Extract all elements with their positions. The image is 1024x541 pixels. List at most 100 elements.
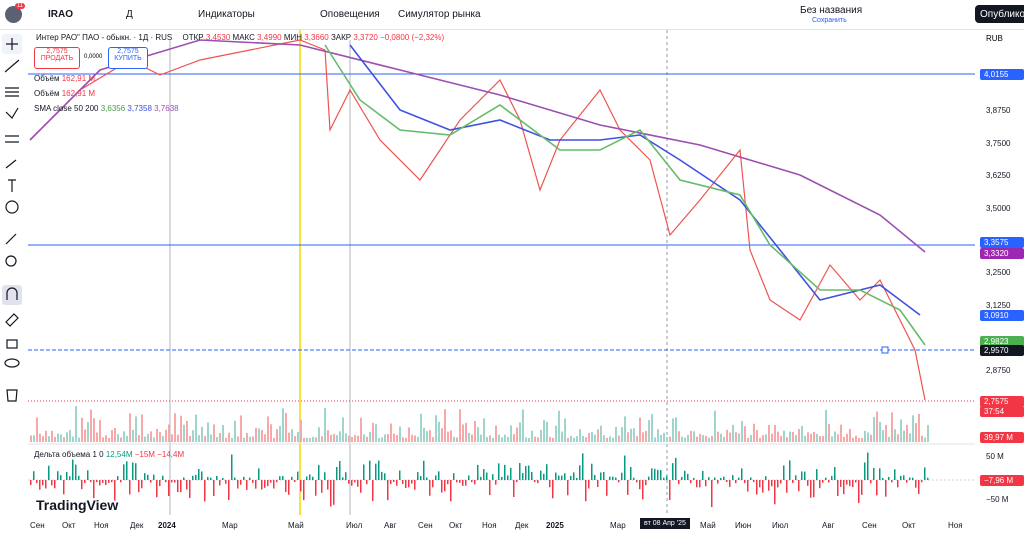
avatar[interactable] (5, 6, 22, 23)
zoom-tool[interactable] (5, 255, 17, 267)
volume-bar (384, 434, 386, 442)
volume-bar (621, 427, 623, 442)
brush-tool[interactable] (5, 159, 17, 169)
volume-bar (102, 437, 104, 442)
volume-bar (288, 432, 290, 442)
delta-bar (564, 473, 566, 480)
volume-bar (120, 437, 122, 442)
lock-tool[interactable] (6, 339, 18, 349)
delta-badge: −7,96 M (980, 475, 1024, 486)
delta-bar (246, 480, 248, 490)
volume-bar (354, 435, 356, 442)
layout-name[interactable]: Без названия (800, 5, 863, 16)
delta-bar (354, 480, 356, 483)
delta-bar (444, 480, 446, 492)
volume-bar (756, 429, 758, 442)
volume-bar (777, 431, 779, 442)
delta-bar (510, 467, 512, 480)
forecast-tool[interactable] (5, 135, 19, 143)
volume-bar (699, 433, 701, 442)
fib-tool[interactable] (5, 87, 19, 97)
volume-bar (732, 424, 734, 442)
delta-bar (105, 480, 107, 486)
alerts[interactable]: Оповещения (320, 9, 380, 20)
indicators[interactable]: Индикаторы (198, 9, 255, 20)
trash-tool[interactable] (6, 389, 18, 402)
time-tick: Июл (772, 521, 789, 530)
delta-bar (396, 480, 398, 486)
volume-bar (126, 435, 128, 442)
pattern-tool[interactable] (5, 107, 19, 119)
delta-bar (909, 477, 911, 480)
delta-bar (534, 480, 536, 483)
volume-bar (546, 421, 548, 442)
delta-bar (579, 465, 581, 480)
replay[interactable]: Симулятор рынка (398, 9, 481, 20)
volume-bar (729, 432, 731, 442)
delta-bar (225, 480, 227, 484)
text-tool[interactable] (8, 179, 16, 192)
time-tick: 2025 (546, 521, 564, 530)
delta-bar (540, 470, 542, 480)
volume-bar (678, 431, 680, 442)
volume-bar (432, 437, 434, 442)
eye-tool[interactable] (4, 358, 20, 368)
delta-bar (924, 467, 926, 480)
volume-bar (276, 429, 278, 442)
volume-bar (66, 432, 68, 442)
delta-bar (321, 480, 323, 493)
volume-bar (684, 437, 686, 442)
delta-bar (603, 472, 605, 480)
volume-bar (825, 409, 827, 442)
volume-bar (879, 421, 881, 442)
delta-bar (42, 480, 44, 486)
volume-bar (405, 437, 407, 442)
cross-tool[interactable] (6, 38, 18, 50)
delta-bar (693, 477, 695, 480)
volume-bar (915, 423, 917, 442)
price-path (29, 39, 926, 401)
volume-bar (234, 420, 236, 442)
volume-bar (705, 435, 707, 442)
volume-bar (588, 433, 590, 442)
line-tool[interactable] (4, 59, 20, 73)
open-value: 3,4530 (205, 33, 231, 42)
delta-bar (729, 480, 731, 487)
volume-bar (351, 437, 353, 442)
delta-bar (372, 480, 374, 502)
volume-bar (90, 409, 92, 442)
delta-bar (432, 480, 434, 488)
symbol[interactable]: IRAO (48, 9, 73, 20)
publish-button[interactable]: Опубликовать (975, 5, 1024, 23)
pencil-tool[interactable] (5, 313, 19, 327)
time-tick: Ноя (94, 521, 109, 530)
emoji-tool[interactable] (5, 200, 19, 214)
currency[interactable]: RUB (986, 34, 1003, 43)
volume-bar (867, 432, 869, 442)
buy-button[interactable]: 2,7575 КУПИТЬ (108, 47, 148, 69)
delta-bar (543, 473, 545, 480)
delta-bar (135, 463, 137, 480)
delta-bar (414, 480, 416, 490)
price-badge: 3,3320 (980, 248, 1024, 259)
volume-bar (690, 430, 692, 442)
volume-bar (558, 410, 560, 442)
volume-bar (366, 436, 368, 442)
volume-bar (528, 437, 530, 442)
ruler-tool[interactable] (5, 233, 17, 245)
volume-bar (615, 426, 617, 442)
interval[interactable]: Д (126, 9, 133, 20)
volume-bar (201, 426, 203, 442)
volume-bar (216, 437, 218, 442)
line-handle[interactable] (881, 346, 889, 354)
volume-bar (483, 418, 485, 442)
volume-bar (270, 424, 272, 442)
volume-bar (702, 435, 704, 442)
volume-bar (303, 437, 305, 442)
volume-bar (459, 409, 461, 442)
delta-bar (204, 480, 206, 502)
sell-button[interactable]: 2,7575 ПРОДАТЬ (34, 47, 80, 69)
delta-bar (567, 480, 569, 496)
volume-bars (30, 406, 929, 508)
delta-bar (609, 476, 611, 480)
